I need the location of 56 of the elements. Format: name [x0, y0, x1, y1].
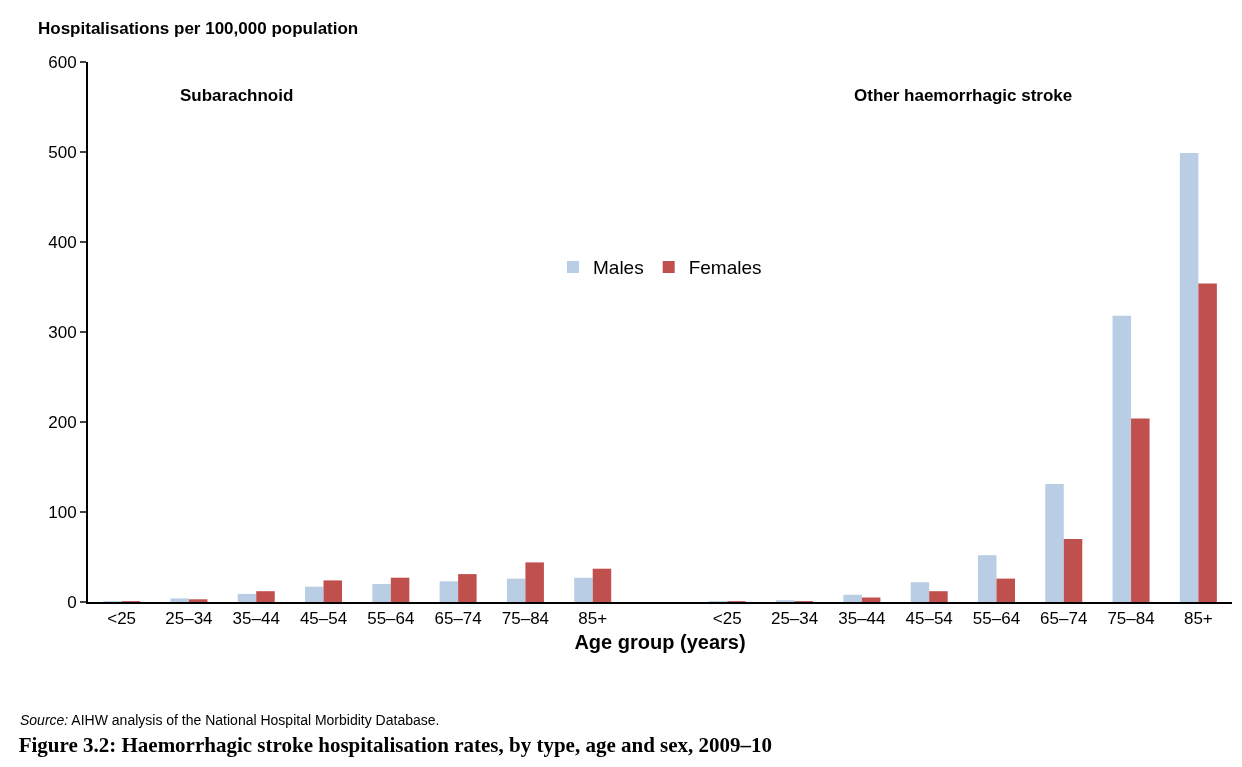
annotation: Other haemorrhagic stroke — [854, 86, 1073, 105]
bar — [372, 584, 391, 602]
y-tick-label: 0 — [67, 592, 77, 612]
bar — [390, 577, 410, 602]
x-tick-label: 25–34 — [770, 609, 819, 629]
x-tick-label: 65–74 — [1040, 609, 1088, 629]
bar — [1112, 315, 1132, 602]
y-tick-label: 400 — [48, 232, 77, 252]
x-tick-label: 75–84 — [501, 609, 550, 629]
bar — [1179, 152, 1199, 602]
y-tick-label: 300 — [48, 322, 77, 342]
legend-label: Males — [593, 257, 644, 279]
bar — [256, 591, 275, 602]
x-tick-label: 85+ — [1183, 609, 1213, 629]
bar — [1131, 418, 1150, 602]
source-note: Source: AIHW analysis of the National Hospital Morbidity Database. — [20, 712, 440, 728]
y-axis-title: Hospitalisations per 100,000 population — [38, 19, 359, 38]
bar — [1063, 539, 1083, 602]
bar — [1198, 283, 1217, 602]
x-tick-label: 25–34 — [165, 609, 213, 629]
bar — [237, 593, 257, 602]
y-tick-label: 100 — [48, 502, 77, 522]
x-tick-label: <25 — [712, 609, 742, 629]
bar — [929, 591, 948, 602]
x-tick-label: 55–64 — [367, 609, 415, 629]
x-tick-label: 65–74 — [434, 609, 482, 629]
x-tick-label: 35–44 — [232, 609, 280, 629]
bar — [458, 574, 477, 602]
text: Figure 3.2: Haemorrhagic stroke hospitalisation rates, by type, age and sex, 2009–10 — [18, 732, 773, 757]
annotation: Subarachnoid — [180, 86, 294, 105]
bar — [439, 581, 459, 602]
x-tick-label: 45–54 — [299, 609, 348, 629]
bar — [1045, 484, 1064, 602]
y-tick-label: 200 — [48, 412, 77, 432]
x-tick-label: 45–54 — [905, 609, 953, 629]
bar — [996, 578, 1015, 602]
x-tick-label: 75–84 — [1107, 609, 1155, 629]
bar — [574, 577, 593, 602]
y-tick-label: 500 — [48, 142, 77, 162]
bar — [188, 599, 208, 602]
bar — [592, 568, 612, 602]
x-tick-label: 55–64 — [972, 609, 1021, 629]
bar — [506, 578, 526, 602]
bar — [170, 598, 189, 602]
x-tick-label: 85+ — [578, 609, 608, 629]
bar — [977, 555, 997, 602]
x-axis-title: Age group (years) — [574, 631, 746, 654]
bar — [525, 562, 544, 602]
bar — [910, 582, 930, 602]
y-tick-label: 600 — [48, 52, 77, 72]
legend-label: Females — [688, 257, 762, 279]
bar — [843, 594, 862, 602]
bar — [305, 586, 324, 602]
bar — [323, 580, 343, 602]
x-tick-label: <25 — [107, 609, 137, 629]
x-tick-label: 35–44 — [838, 609, 886, 629]
